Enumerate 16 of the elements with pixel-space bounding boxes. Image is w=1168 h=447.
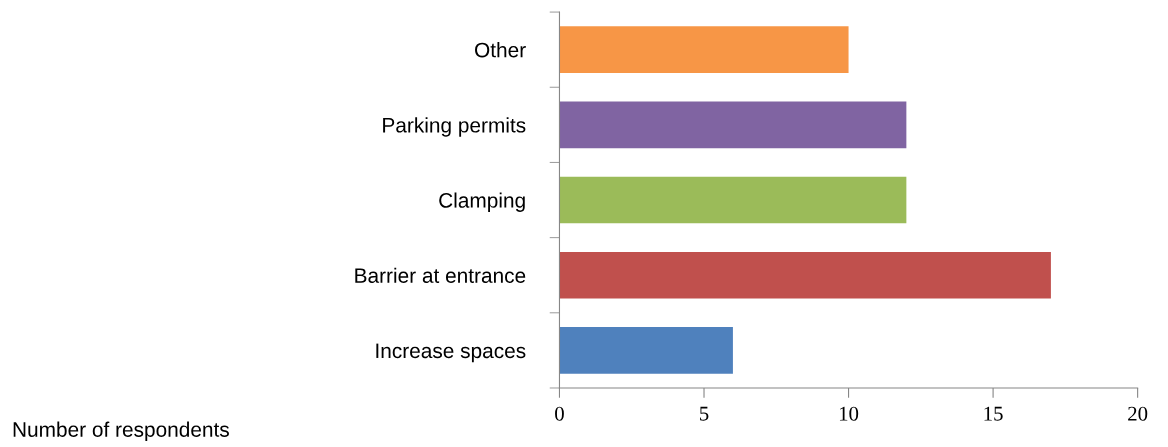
y-tick-label: Barrier at entrance xyxy=(355,267,526,283)
x-tick-label: 0 xyxy=(555,406,564,421)
x-tick-label: 20 xyxy=(1128,406,1148,421)
bar xyxy=(559,327,733,374)
bar xyxy=(559,101,907,149)
bar xyxy=(559,176,907,224)
y-tick-label: Clamping xyxy=(439,192,525,212)
x-tick-label: 15 xyxy=(984,406,1003,421)
y-tick-label: Other xyxy=(475,42,526,58)
y-tick-label: Increase spaces xyxy=(376,343,526,363)
x-tick-label: 10 xyxy=(839,406,859,421)
bar xyxy=(559,251,1051,299)
y-tick-label: Parking permits xyxy=(383,117,526,137)
bar xyxy=(559,26,849,73)
x-tick-label: 5 xyxy=(700,406,709,421)
text: Number of respondents xyxy=(13,421,229,441)
